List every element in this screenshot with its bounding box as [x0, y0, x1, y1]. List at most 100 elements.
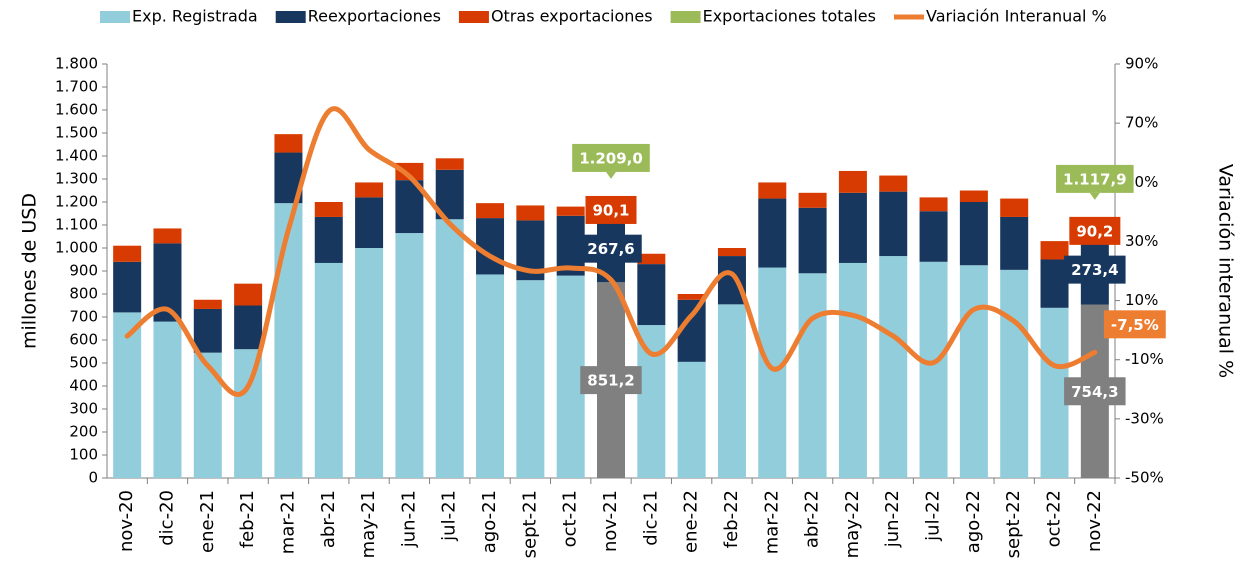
- y-tick-label: 1.500: [55, 124, 98, 142]
- legend-label: Otras exportaciones: [491, 7, 653, 26]
- bar-segment: [435, 219, 464, 478]
- bar-segment: [677, 361, 706, 478]
- bar-segment: [717, 304, 746, 478]
- y-tick-label: 600: [69, 331, 98, 349]
- y-tick-label: 100: [69, 446, 98, 464]
- bar-segment: [274, 203, 303, 478]
- bar-segment: [113, 261, 142, 313]
- bar-segment: [113, 312, 142, 478]
- y-tick-label: 900: [69, 262, 98, 280]
- x-tick-label: oct-22: [1044, 490, 1065, 547]
- x-tick-label: feb-22: [721, 490, 742, 548]
- y2-tick-label: -50%: [1125, 469, 1164, 487]
- bar-segment: [234, 349, 263, 478]
- legend-label: Exp. Registrada: [132, 7, 258, 26]
- data-label: 273,4: [1071, 261, 1118, 279]
- y-tick-label: 300: [69, 400, 98, 418]
- x-tick-label: jun-21: [398, 490, 419, 548]
- line: [124, 106, 1098, 397]
- bar-segment: [516, 205, 545, 221]
- y-tick-label: 400: [69, 377, 98, 395]
- data-label: 267,6: [587, 240, 634, 258]
- data-label-box: [1056, 164, 1134, 193]
- x-tick-label: abr-21: [318, 490, 339, 548]
- bar-segment: [314, 216, 343, 263]
- bar-segment: [1040, 241, 1069, 260]
- bar-segment: [919, 261, 948, 478]
- data-label-box: [580, 366, 642, 395]
- bar-segment: [919, 211, 948, 262]
- legend-swatch: [275, 11, 306, 23]
- bar-segment: [395, 233, 424, 478]
- x-tick-label: sept-22: [1003, 490, 1024, 558]
- bar-segment: [879, 191, 908, 257]
- x-tick-label: nov-20: [116, 490, 137, 552]
- bar-segment: [476, 218, 505, 275]
- y-tick-label: 1.000: [55, 239, 98, 257]
- bar-segment: [516, 280, 545, 478]
- bar-segment: [556, 275, 585, 478]
- bar-segment: [919, 197, 948, 212]
- y2-tick-label: -10%: [1125, 350, 1164, 368]
- x-tick-label: ene-22: [681, 490, 702, 553]
- y2-tick-label: 90%: [1125, 55, 1158, 73]
- bar-segment: [355, 248, 384, 478]
- y2-tick-label: 10%: [1125, 291, 1158, 309]
- bar-segment: [274, 134, 303, 153]
- bar-segment: [395, 162, 424, 181]
- x-tick-label: mar-22: [761, 490, 782, 554]
- bar-segment: [153, 228, 182, 244]
- bar-segment: [153, 321, 182, 478]
- bar-segment: [637, 264, 666, 326]
- y2-axis-title: Variación interanual %: [1215, 164, 1237, 378]
- y-tick-label: 800: [69, 285, 98, 303]
- bar-segment: [798, 192, 827, 208]
- bar-segment: [798, 273, 827, 478]
- x-tick-label: abr-22: [802, 490, 823, 548]
- bar-segment: [193, 308, 222, 353]
- data-label: 851,2: [587, 372, 634, 390]
- y2-tick-label: 30%: [1125, 232, 1158, 250]
- y-tick-label: 700: [69, 308, 98, 326]
- y-tick-label: 200: [69, 423, 98, 441]
- bar-segment: [476, 203, 505, 219]
- y-tick-label: 500: [69, 354, 98, 372]
- data-label: 1.209,0: [579, 149, 643, 167]
- x-tick-label: may-21: [358, 490, 379, 558]
- bar-segment: [355, 182, 384, 198]
- data-label: 754,3: [1071, 383, 1118, 401]
- data-label-box: [585, 195, 637, 224]
- y-tick-label: 1.700: [55, 78, 98, 96]
- data-label: 90,2: [1076, 222, 1113, 240]
- bar-segment: [758, 198, 787, 268]
- bar-segment: [838, 170, 867, 193]
- y-tick-label: 1.400: [55, 147, 98, 165]
- bar-segment: [879, 256, 908, 478]
- y2-tick-label: -30%: [1125, 409, 1164, 427]
- callout-pointer: [606, 171, 616, 179]
- bar-segment: [959, 202, 988, 266]
- x-tick-label: ago-21: [479, 490, 500, 553]
- y-tick-label: 0: [88, 469, 98, 487]
- bar-segment: [677, 294, 706, 300]
- data-label-box: [1103, 310, 1166, 339]
- bar-segment: [476, 274, 505, 478]
- y-tick-label: 1.200: [55, 193, 98, 211]
- data-label: 1.117,9: [1063, 170, 1127, 188]
- x-tick-label: mar-21: [277, 490, 298, 554]
- bar-segment: [637, 325, 666, 478]
- x-tick-label: jul-21: [439, 490, 460, 542]
- bar-segment: [193, 352, 222, 478]
- bar-segment: [758, 267, 787, 478]
- x-tick-label: dic-21: [640, 490, 661, 546]
- x-tick-label: may-22: [842, 490, 863, 558]
- bar-segment: [314, 262, 343, 478]
- data-label-box: [1069, 216, 1121, 245]
- data-label-box: [572, 143, 650, 172]
- bar-segment: [314, 202, 343, 217]
- bar-segment: [113, 245, 142, 262]
- x-tick-label: sept-21: [519, 490, 540, 558]
- y-tick-label: 1.600: [55, 101, 98, 119]
- bar-segment: [1040, 307, 1069, 478]
- bar-segment: [193, 299, 222, 309]
